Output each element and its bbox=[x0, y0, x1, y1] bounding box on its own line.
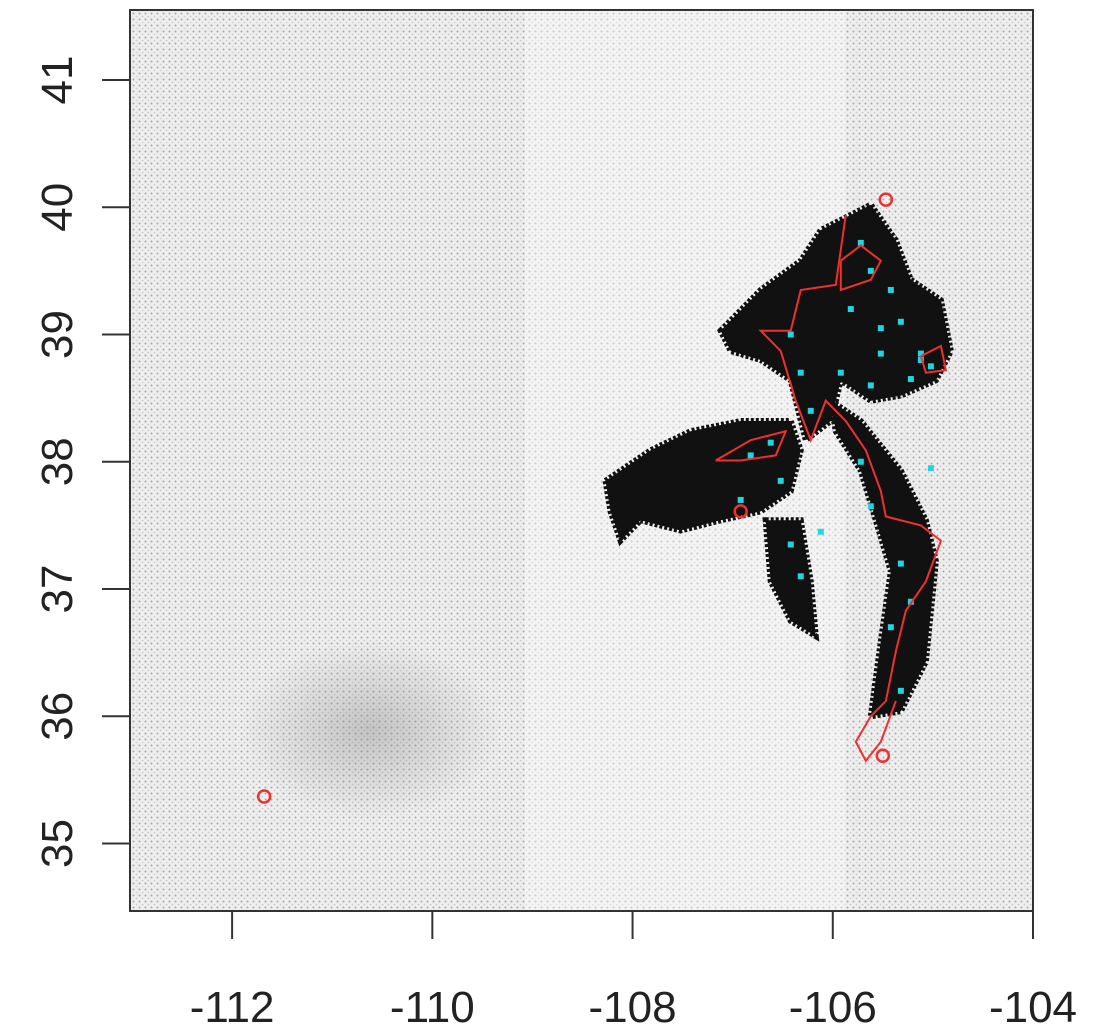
plot-area bbox=[256, 192, 955, 804]
x-tick-label: -108 bbox=[589, 983, 677, 1030]
occurrence-point bbox=[927, 465, 934, 472]
y-tick-label: 36 bbox=[33, 692, 82, 741]
occurrence-point bbox=[887, 624, 894, 631]
occurrence-point bbox=[927, 363, 934, 370]
occurrence-point bbox=[747, 452, 754, 459]
occurrence-point bbox=[877, 350, 884, 357]
presence-area bbox=[826, 394, 939, 720]
contour-ring bbox=[875, 748, 891, 763]
occurrence-point bbox=[897, 560, 904, 567]
x-tick-label: -110 bbox=[390, 983, 475, 1030]
occurrence-point bbox=[917, 350, 924, 357]
occurrence-point bbox=[867, 503, 874, 510]
y-tick-label: 35 bbox=[33, 819, 82, 868]
occurrence-point bbox=[867, 382, 874, 389]
occurrence-point bbox=[797, 573, 804, 580]
occurrence-point bbox=[897, 687, 904, 694]
occurrence-point bbox=[857, 239, 864, 246]
contour-line bbox=[715, 429, 788, 462]
contour-ring bbox=[733, 504, 748, 519]
occurrence-point bbox=[887, 286, 894, 293]
occurrence-point bbox=[797, 369, 804, 376]
occurrence-point bbox=[777, 477, 784, 484]
occurrence-point bbox=[807, 407, 814, 414]
contour-ring bbox=[256, 789, 272, 804]
x-tick-label: -106 bbox=[789, 983, 877, 1030]
presence-area bbox=[762, 517, 820, 642]
presence-area bbox=[717, 200, 955, 446]
occurrence-point bbox=[867, 267, 874, 274]
occurrence-point bbox=[847, 306, 854, 313]
occurrence-point bbox=[787, 331, 794, 338]
y-tick-label: 38 bbox=[33, 437, 82, 486]
occurrence-point bbox=[837, 369, 844, 376]
x-tick-label: -112 bbox=[190, 983, 275, 1030]
contour-line bbox=[919, 344, 948, 374]
contour-line bbox=[839, 244, 883, 292]
occurrence-point bbox=[767, 439, 774, 446]
y-tick-label: 39 bbox=[33, 310, 82, 359]
contour-line bbox=[758, 214, 943, 763]
y-tick-label: 41 bbox=[33, 56, 82, 105]
presence-area bbox=[602, 418, 804, 547]
occurrence-point bbox=[787, 541, 794, 548]
raster-shade bbox=[240, 640, 500, 820]
y-tick-label: 37 bbox=[33, 565, 82, 614]
x-tick-label: -104 bbox=[989, 983, 1077, 1030]
occurrence-point bbox=[737, 496, 744, 503]
y-tick-label: 40 bbox=[33, 183, 82, 232]
occurrence-point bbox=[877, 325, 884, 332]
occurrence-point bbox=[857, 458, 864, 465]
occurrence-point bbox=[817, 528, 824, 535]
occurrence-point bbox=[917, 356, 924, 363]
plot-frame bbox=[129, 9, 1034, 912]
occurrence-point bbox=[907, 376, 914, 383]
occurrence-point bbox=[897, 318, 904, 325]
contour-ring bbox=[878, 192, 894, 207]
